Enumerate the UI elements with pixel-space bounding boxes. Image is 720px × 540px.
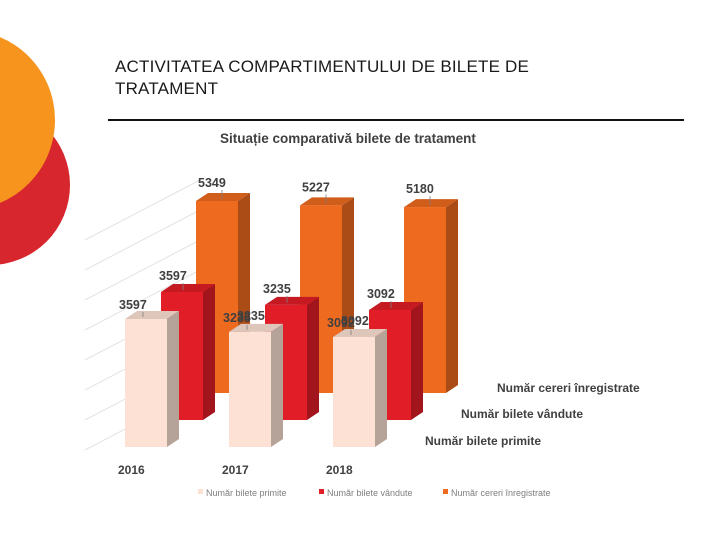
category-label: 2017 (222, 463, 249, 477)
category-label: 2016 (118, 463, 145, 477)
bar: 3092 (327, 316, 387, 447)
data-label: 3235 (263, 282, 291, 296)
legend-swatch (198, 489, 203, 494)
data-label: 5349 (198, 176, 226, 190)
bar: 3235 (223, 311, 283, 447)
legend-label: Număr cereri înregistrate (451, 488, 551, 498)
data-label: 5227 (302, 180, 330, 194)
legend-label: Număr bilete vândute (327, 488, 413, 498)
legend-item: Număr bilete vândute (319, 488, 413, 498)
data-label: 5180 (406, 182, 434, 196)
depth-axis-label: Număr cereri înregistrate (497, 381, 640, 395)
depth-axis-label: Număr bilete primite (425, 434, 541, 448)
page-title: ACTIVITATEA COMPARTIMENTULUI DE BILETE D… (115, 57, 530, 98)
legend-item: Număr bilete primite (198, 488, 287, 498)
legend-swatch (319, 489, 324, 494)
data-label: 3092 (367, 287, 395, 301)
data-label-secondary: 3235 (237, 309, 265, 323)
category-label: 2018 (326, 463, 353, 477)
title-divider (108, 119, 684, 121)
orange-circle (0, 37, 55, 203)
legend-swatch (443, 489, 448, 494)
data-label: 3597 (119, 298, 147, 312)
depth-axis-label: Număr bilete vândute (461, 407, 583, 421)
bar: 3597 (119, 298, 179, 447)
data-label: 3235 (223, 311, 251, 325)
legend-item: Număr cereri înregistrate (443, 488, 551, 498)
data-label-secondary: 3092 (341, 314, 369, 328)
floor-gridline (84, 179, 201, 241)
floor-gridline (84, 269, 201, 331)
data-label: 3092 (327, 316, 355, 330)
data-label: 3597 (159, 269, 187, 283)
floor-gridline (84, 239, 201, 301)
legend-label: Număr bilete primite (206, 488, 287, 498)
floor-gridline (84, 209, 201, 271)
chart-title: Situație comparativă bilete de tratament (220, 131, 476, 146)
